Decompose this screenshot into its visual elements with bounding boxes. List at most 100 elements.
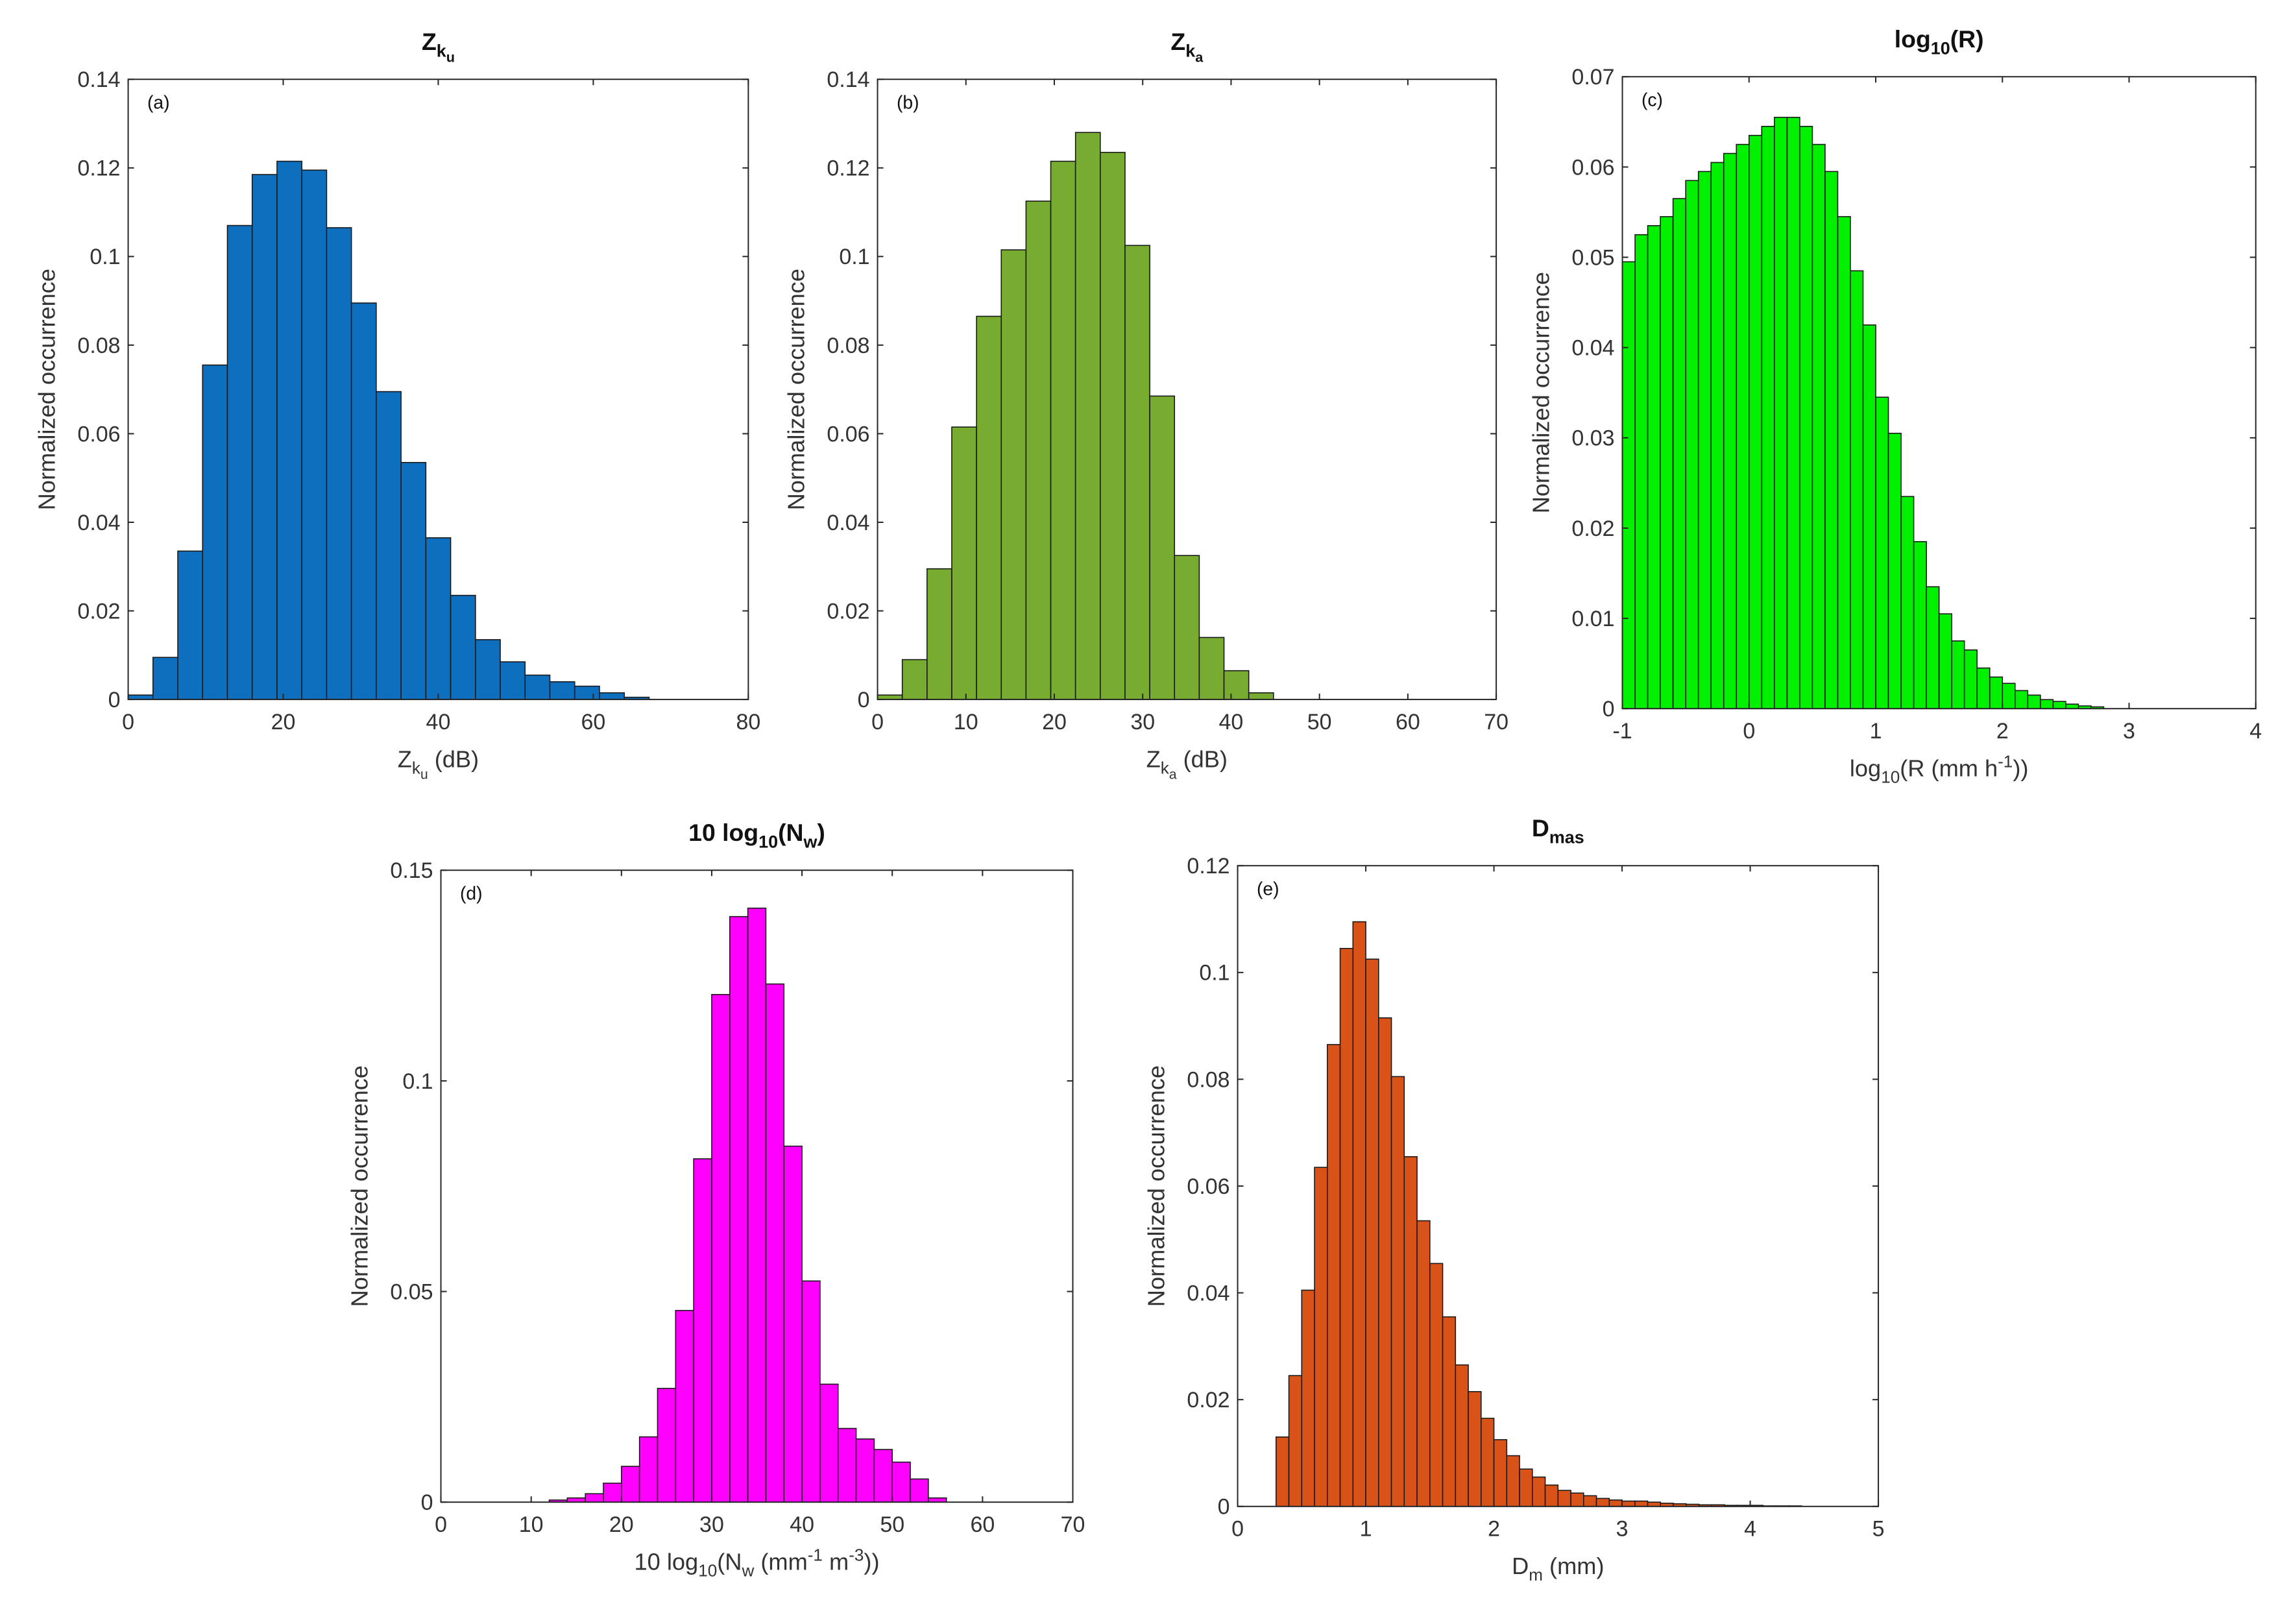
y-tick-label: 0.06 [827,422,869,446]
y-tick-label: 0.14 [77,67,120,92]
histogram-bar [499,661,526,700]
histogram-bar [657,1387,677,1503]
histogram-bar [1672,197,1686,709]
histogram-bar [585,1493,604,1503]
xlabel-end: )) [864,1548,879,1575]
y-tick-label: 0 [421,1490,433,1515]
histogram-bar [1660,215,1674,709]
xlabel-main: log [1850,755,1881,781]
histogram-bar [1900,495,1915,709]
histogram-bar [1926,586,1940,709]
chart-svg-e: 0 1 2 3 4 5 0 0.02 0.04 0.06 0.08 0.1 0.12 (e) Dmas Dm … [1143,814,1884,1584]
y-tick-label: 0.03 [1571,426,1614,450]
title-subsub: a [1195,49,1204,66]
histogram-bar [1377,1017,1392,1507]
histogram-bar [873,1448,893,1503]
histogram-bar [1862,324,1876,709]
xlabel-rest: (N [717,1548,742,1575]
histogram-bar [975,315,1002,700]
x-tick-label: 30 [1130,710,1155,734]
x-tick-label: 20 [1042,710,1067,734]
title-sub: 10 [1931,38,1950,58]
x-tick-label: 0 [1231,1516,1244,1541]
histogram-bar [598,692,625,700]
y-tick-label: 0.04 [1187,1281,1229,1305]
histogram-bar [251,174,278,700]
chart-title: Zka [1170,28,1204,66]
histogram-bar [1621,1500,1636,1507]
histogram-bar [1850,270,1864,709]
chart-svg-a: 0 20 40 60 80 0 0.02 0.04 0.06 0.08 0.1 0.12 0.14 (a)… [33,28,760,782]
histogram-bar [1824,171,1839,709]
histogram-bar [1774,116,1788,709]
histogram-bar [1339,947,1353,1507]
histogram-bar [2065,703,2079,709]
y-tick-label: 0.02 [827,599,869,624]
x-tick-label: 3 [1616,1516,1628,1541]
histogram-bar [1582,1495,1597,1507]
histogram-bar [877,694,903,700]
x-tick-label: 60 [970,1512,995,1537]
histogram-bar [2052,700,2066,709]
y-tick-label: 0.12 [77,156,120,181]
xlabel-main: Z [1146,745,1160,772]
histogram-bar [1736,143,1750,709]
xlabel-rest: (dB) [428,745,479,772]
y-tick-label: 0.01 [1571,606,1614,631]
y-tick-label: 0.04 [77,511,120,535]
histogram-bar [450,594,476,700]
histogram-bar [1124,245,1150,700]
histogram-bar [1531,1476,1545,1507]
histogram-bar [1326,1043,1340,1507]
histogram-bar [1951,640,1965,709]
xlabel-sup2: -3 [849,1545,864,1564]
histogram-bar [1050,160,1076,700]
histogram-bar [1364,958,1379,1507]
x-tick-label: 50 [880,1512,904,1537]
title-main: Z [421,28,436,55]
histogram-bar [1608,1499,1623,1507]
histogram-bar [574,685,600,700]
xlabel-sub: k [1160,758,1169,777]
xlabel-sub: 10 [698,1560,717,1580]
x-tick-label: 0 [871,710,884,734]
histogram-bar [1887,432,1902,709]
histogram-bar [747,907,767,1503]
histogram-bar [1938,612,1952,709]
xlabel-sub: k [411,758,420,777]
x-tick-label: 10 [954,710,978,734]
histogram-bar [1506,1455,1520,1507]
xlabel-rest: (mm) [1543,1553,1605,1579]
x-tick-label: 10 [519,1512,544,1537]
xlabel-mid: (mm [754,1548,807,1575]
histogram-bar [1467,1390,1482,1507]
histogram-panel-b: 0 10 20 30 40 50 60 70 0 0.02 0.04 0.06 0.08 0.1 0.12 0… [775,6,1525,817]
histogram-bar [837,1427,857,1503]
histogram-bar [152,657,178,700]
title-main: 10 log [688,819,758,846]
histogram-bar [1000,249,1026,700]
y-tick-label: 0.1 [1199,961,1229,986]
histogram-bar [1634,1500,1648,1507]
histogram-bar [638,1436,659,1503]
x-tick-label: 2 [1488,1516,1500,1541]
histogram-bar [1275,1436,1289,1507]
histogram-bar [1493,1438,1507,1507]
x-tick-label: 0 [1743,719,1755,744]
panel-label: (c) [1641,89,1663,110]
histogram-bar [549,681,575,700]
title-sub: 10 [758,832,778,851]
title-sub: mas [1549,827,1584,847]
xlabel-main: Z [397,745,411,772]
histogram-bar [326,227,352,700]
histogram-bar [2040,698,2054,709]
histogram-bar [1390,1076,1405,1507]
histogram-bar [1099,152,1126,700]
y-tick-label: 0.06 [1571,155,1614,180]
histogram-bar [1875,396,1889,709]
histogram-bar [819,1383,839,1503]
histogram-bar [765,983,785,1503]
y-tick-label: 0.07 [1571,65,1614,90]
histogram-bar [1621,261,1636,709]
xlabel-main: D [1512,1553,1529,1579]
